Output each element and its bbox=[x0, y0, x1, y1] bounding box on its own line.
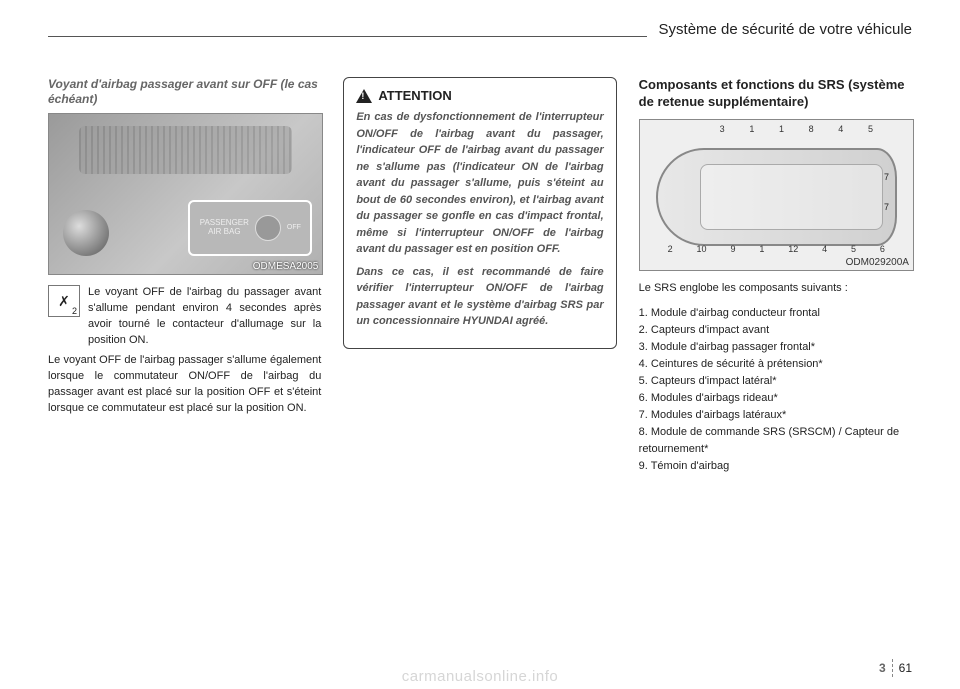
page-number-value: 61 bbox=[899, 661, 912, 675]
left-paragraph-2: Le voyant OFF de l'airbag passager s'all… bbox=[48, 353, 321, 417]
icon-subscript: 2 bbox=[72, 306, 77, 316]
callout: 3 bbox=[720, 124, 725, 134]
watermark: carmanualsonline.info bbox=[402, 668, 558, 685]
icon-glyph: ✗ bbox=[58, 293, 70, 310]
car-cabin bbox=[700, 164, 883, 230]
callout: 4 bbox=[838, 124, 843, 134]
callout: 1 bbox=[759, 244, 764, 254]
figure-srs-diagram: 3 1 1 8 4 5 7 7 2 10 9 1 12 4 bbox=[639, 119, 914, 271]
left-paragraph-1: Le voyant OFF de l'airbag du passager av… bbox=[88, 285, 321, 349]
chapter-number: 3 bbox=[879, 661, 886, 675]
column-middle: ATTENTION En cas de dysfonctionnement de… bbox=[343, 77, 616, 475]
airbag-off-icon: ✗ 2 bbox=[48, 285, 80, 317]
figure1-caption: ODMESA2005 bbox=[253, 261, 319, 272]
airbag-tag-text: PASSENGER AIR BAG bbox=[200, 219, 249, 237]
dash-vents bbox=[79, 126, 292, 174]
callout: 5 bbox=[851, 244, 856, 254]
right-section-title: Composants et fonctions du SRS (système … bbox=[639, 77, 912, 111]
column-right: Composants et fonctions du SRS (système … bbox=[639, 77, 912, 475]
attention-p2: Dans ce cas, il est recommandé de faire … bbox=[356, 264, 603, 330]
list-item: 8. Module de commande SRS (SRSCM) / Capt… bbox=[639, 424, 912, 458]
callout: 6 bbox=[880, 244, 885, 254]
callout-side-1: 7 bbox=[884, 172, 889, 182]
callout: 5 bbox=[868, 124, 873, 134]
callouts-top: 3 1 1 8 4 5 bbox=[720, 124, 873, 134]
figure-dashboard: PASSENGER AIR BAG OFF ODMESA2005 bbox=[48, 113, 323, 275]
page-separator bbox=[892, 659, 893, 677]
list-item: 3. Module d'airbag passager frontal* bbox=[639, 339, 912, 356]
callout: 10 bbox=[697, 244, 707, 254]
left-subhead: Voyant d'airbag passager avant sur OFF (… bbox=[48, 77, 321, 107]
attention-heading: ATTENTION bbox=[356, 88, 603, 103]
list-item: 7. Modules d'airbags latéraux* bbox=[639, 407, 912, 424]
header-rule: Système de sécurité de votre véhicule bbox=[48, 36, 912, 37]
callouts-bottom: 2 10 9 1 12 4 5 6 bbox=[668, 244, 885, 254]
attention-box: ATTENTION En cas de dysfonctionnement de… bbox=[343, 77, 616, 349]
content-columns: Voyant d'airbag passager avant sur OFF (… bbox=[48, 77, 912, 475]
attention-label: ATTENTION bbox=[378, 88, 451, 103]
list-item: 1. Module d'airbag conducteur frontal bbox=[639, 305, 912, 322]
dash-knob bbox=[63, 210, 109, 256]
callout: 1 bbox=[779, 124, 784, 134]
callout: 2 bbox=[668, 244, 673, 254]
airbag-label-line2: AIR BAG bbox=[208, 227, 240, 236]
list-item: 5. Capteurs d'impact latéral* bbox=[639, 373, 912, 390]
list-item: 4. Ceintures de sécurité à prétension* bbox=[639, 356, 912, 373]
callout: 8 bbox=[809, 124, 814, 134]
indicator-icon-block: ✗ 2 Le voyant OFF de l'airbag du passage… bbox=[48, 285, 321, 349]
header-title: Système de sécurité de votre véhicule bbox=[647, 21, 912, 38]
airbag-label-line1: PASSENGER bbox=[200, 218, 249, 227]
callout-side-2: 7 bbox=[884, 202, 889, 212]
page-number: 3 61 bbox=[879, 659, 912, 677]
srs-component-list: 1. Module d'airbag conducteur frontal 2.… bbox=[639, 305, 912, 475]
airbag-off-label: OFF bbox=[287, 224, 301, 232]
list-item: 6. Modules d'airbags rideau* bbox=[639, 390, 912, 407]
warning-triangle-icon bbox=[356, 89, 372, 103]
callout: 1 bbox=[749, 124, 754, 134]
column-left: Voyant d'airbag passager avant sur OFF (… bbox=[48, 77, 321, 475]
list-item: 9. Témoin d'airbag bbox=[639, 458, 912, 475]
list-item: 2. Capteurs d'impact avant bbox=[639, 322, 912, 339]
airbag-indicator-icon bbox=[255, 215, 281, 241]
attention-p1: En cas de dysfonctionnement de l'interru… bbox=[356, 109, 603, 258]
callout: 12 bbox=[788, 244, 798, 254]
figure2-caption: ODM029200A bbox=[846, 257, 909, 268]
manual-page: Système de sécurité de votre véhicule Vo… bbox=[0, 0, 960, 689]
callout: 9 bbox=[730, 244, 735, 254]
right-intro: Le SRS englobe les composants suivants : bbox=[639, 281, 912, 297]
attention-body: En cas de dysfonctionnement de l'interru… bbox=[356, 109, 603, 330]
passenger-airbag-tag: PASSENGER AIR BAG OFF bbox=[188, 200, 312, 256]
callout: 4 bbox=[822, 244, 827, 254]
